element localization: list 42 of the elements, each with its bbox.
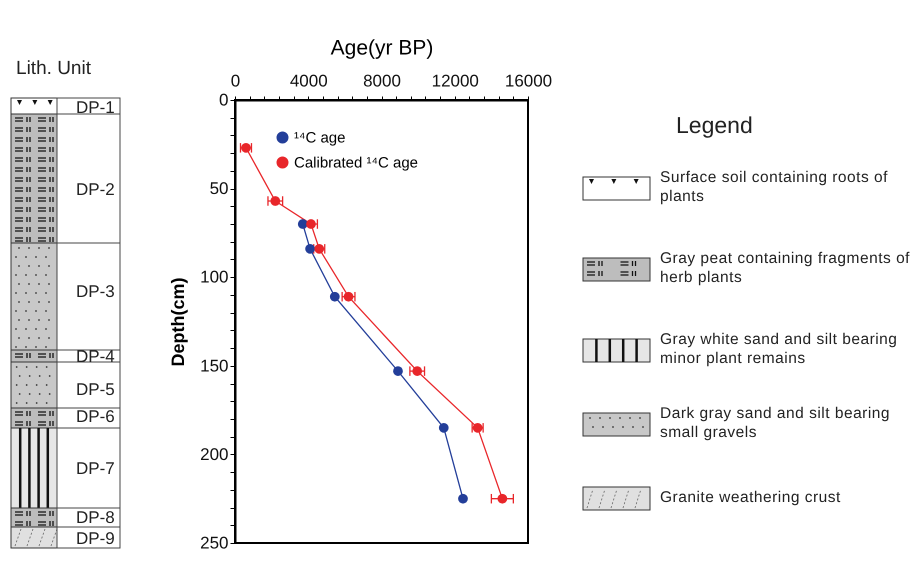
- text: Gray peat containing fragments of herb plants: [660, 249, 911, 287]
- point: [393, 366, 403, 376]
- y-tick-label: 200: [200, 444, 228, 464]
- text: DP-7: [76, 459, 115, 479]
- y-tick-label: 150: [200, 356, 228, 376]
- y-tick-label: 50: [210, 179, 228, 198]
- x-tick-label: 12000: [432, 72, 479, 90]
- point: [458, 494, 468, 504]
- text: Legend: [676, 112, 753, 139]
- point: [497, 494, 508, 504]
- text: DP-5: [76, 380, 115, 400]
- y-axis-title: Depth(cm): [168, 277, 188, 366]
- text: DP-8: [76, 508, 115, 528]
- text: DP-1: [76, 98, 115, 118]
- x-tick-label: 4000: [290, 72, 328, 90]
- x-axis-title: Age(yr BP): [330, 36, 434, 60]
- text: Lith. Unit: [16, 58, 91, 80]
- text: DP-9: [76, 529, 115, 549]
- y-tick-label: 100: [200, 268, 228, 287]
- point: [438, 422, 449, 433]
- text: DP-3: [76, 282, 115, 302]
- text: Gray white sand and silt bearing minor plant remains: [660, 330, 898, 368]
- text: DP-4: [76, 347, 115, 367]
- point: [330, 292, 340, 302]
- point: [270, 196, 280, 206]
- x-tick-label: 0: [230, 72, 240, 90]
- legend-label: ¹⁴C age: [294, 130, 346, 146]
- text: Surface soil containing roots of plants: [660, 168, 889, 206]
- y-tick-label: 250: [200, 534, 228, 552]
- point: [412, 366, 422, 376]
- x-tick-label: 8000: [363, 72, 401, 90]
- point: [305, 244, 315, 254]
- x-tick-label: 16000: [504, 72, 552, 90]
- text: DP-2: [76, 180, 115, 200]
- y-tick-label: 0: [219, 90, 228, 110]
- point: [306, 219, 316, 229]
- text: DP-6: [76, 407, 115, 427]
- legend-label: Calibrated ¹⁴C age: [294, 154, 418, 172]
- point: [298, 219, 308, 229]
- text: Granite weathering crust: [660, 488, 842, 507]
- text: Dark gray sand and silt bearing small gravels: [660, 404, 892, 442]
- point: [344, 292, 354, 302]
